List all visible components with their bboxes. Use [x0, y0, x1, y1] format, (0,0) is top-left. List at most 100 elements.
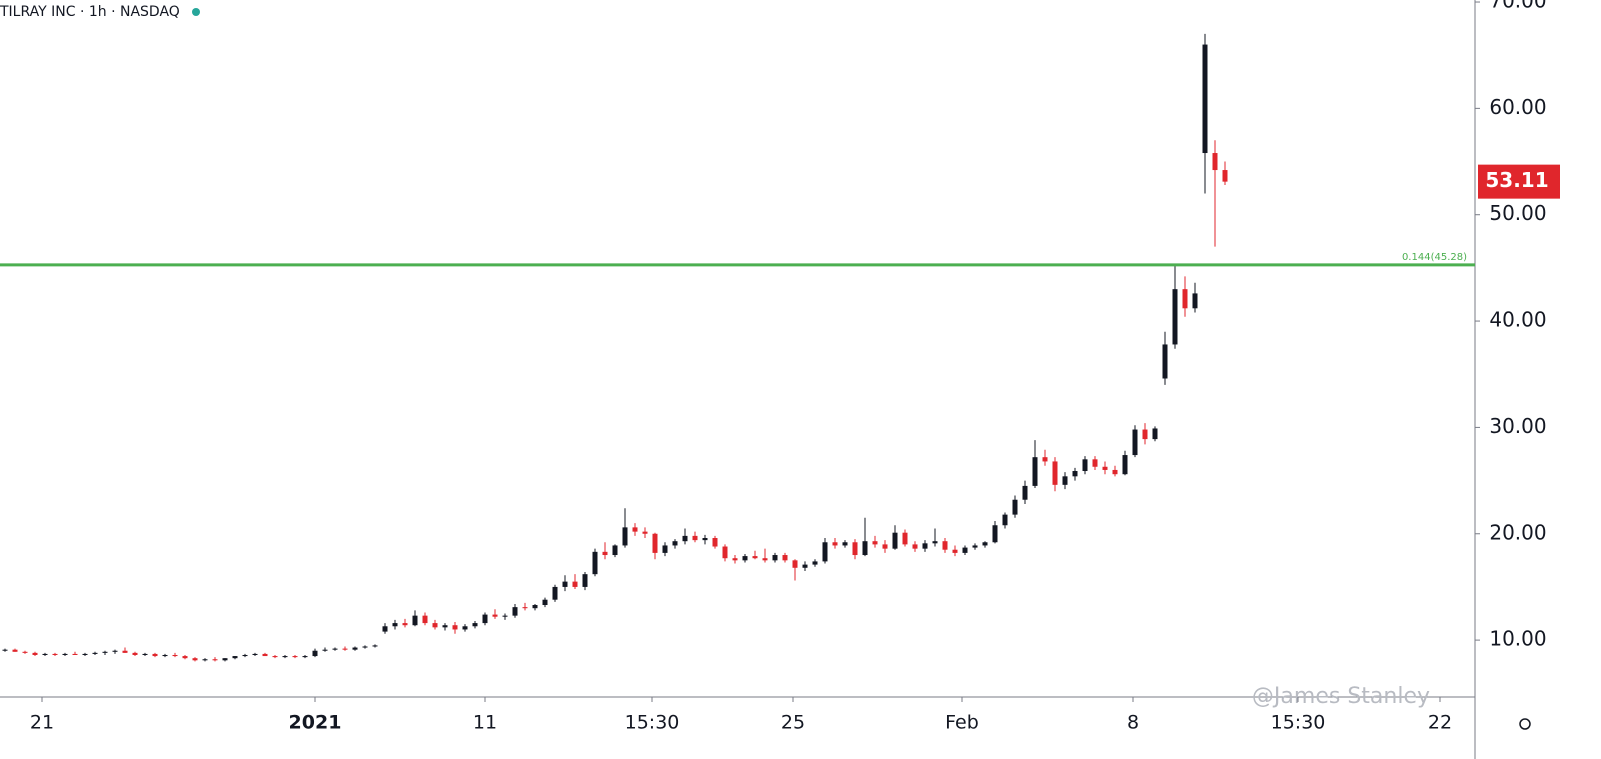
candle-body [312, 650, 318, 657]
candle-body [712, 538, 718, 547]
candle-body [1212, 153, 1218, 171]
x-tick-label: 2021 [289, 712, 342, 734]
candle-body [1092, 459, 1098, 467]
candle-body [552, 586, 558, 600]
candle-body [182, 656, 188, 659]
candle-body [1072, 471, 1078, 477]
y-tick-label: 40.00 [1489, 308, 1546, 332]
candle-body [162, 654, 168, 657]
candle-body [722, 546, 728, 559]
last-price-box [1478, 164, 1560, 199]
candle-body [742, 556, 748, 561]
candle-body [932, 541, 938, 544]
candle-body [1152, 428, 1158, 440]
candle-body [482, 614, 488, 624]
candle-body [622, 527, 628, 546]
candle-body [472, 623, 478, 627]
candle-body [962, 547, 968, 553]
candle-body [972, 545, 978, 548]
candle-body [432, 623, 438, 628]
candle-body [92, 652, 98, 654]
watermark: @James Stanley [1252, 684, 1430, 709]
candle-body [1222, 170, 1228, 182]
candle-body [922, 543, 928, 549]
candle-body [532, 605, 538, 609]
gear[interactable] [1519, 718, 1531, 730]
status-dot [192, 8, 200, 16]
candle-body [632, 527, 638, 532]
candle-body [652, 533, 658, 553]
candle-body [422, 615, 428, 624]
candle-body [642, 531, 648, 534]
candle-body [992, 525, 998, 543]
candle-body [102, 651, 108, 653]
chart-title: TILRAY INC · 1h · NASDAQ [0, 4, 180, 20]
candle-body [412, 615, 418, 626]
candle-body [1022, 485, 1028, 500]
candle-body [492, 614, 498, 617]
candle-body [122, 650, 128, 653]
candle-body [332, 648, 338, 650]
candle-body [502, 615, 508, 617]
last-price-label: 53.11 [1485, 168, 1548, 192]
candle-body [462, 626, 468, 630]
candle-body [1052, 461, 1058, 485]
candle-body [1132, 429, 1138, 456]
candle-body [752, 556, 758, 559]
candle-body [912, 544, 918, 549]
candle-body [1142, 429, 1148, 440]
settings-icon[interactable] [1519, 718, 1531, 730]
candle-body [382, 626, 388, 632]
candle-body [662, 545, 668, 553]
candle-body [322, 649, 328, 651]
candle-body [282, 656, 288, 658]
candle-body [572, 581, 578, 587]
x-tick-label: 21 [30, 712, 54, 734]
candle-body [1002, 514, 1008, 526]
x-tick-label: 8 [1127, 712, 1139, 734]
y-tick-label: 30.00 [1489, 414, 1546, 438]
candle-body [732, 558, 738, 561]
candle-body [222, 658, 228, 661]
y-tick-label: 70.00 [1489, 0, 1546, 13]
candle-body [702, 538, 708, 541]
candle-body [772, 555, 778, 561]
candle-body [1112, 469, 1118, 475]
candle-body [172, 654, 178, 657]
candle-body [132, 652, 138, 655]
candle-body [1012, 499, 1018, 515]
candle-body [952, 549, 958, 553]
candle-body [1032, 457, 1038, 486]
candle-body [2, 649, 8, 651]
candle-body [372, 645, 378, 647]
y-tick-label: 60.00 [1489, 95, 1546, 119]
candle-body [852, 542, 858, 556]
y-tick-label: 20.00 [1489, 520, 1546, 544]
candle-body [582, 574, 588, 587]
candle-body [242, 654, 248, 657]
candle-body [262, 653, 268, 657]
candle-body [272, 656, 278, 658]
candle-body [352, 647, 358, 650]
candle-body [1192, 293, 1198, 309]
x-tick-label: 11 [473, 712, 497, 734]
candle-body [782, 555, 788, 561]
candle-body [762, 558, 768, 561]
candle-body [892, 532, 898, 549]
candle-body [832, 542, 838, 546]
candle-body [842, 542, 848, 546]
candle-body [1082, 459, 1088, 472]
candle-body [802, 564, 808, 568]
y-tick-label: 50.00 [1489, 201, 1546, 225]
candle-body [872, 541, 878, 545]
candle-body [362, 646, 368, 648]
candle-body [1122, 455, 1128, 475]
candle-body [1162, 344, 1168, 379]
candle-body [672, 541, 678, 546]
candle-body [612, 545, 618, 556]
candle-body [862, 541, 868, 556]
candle-body [942, 541, 948, 550]
